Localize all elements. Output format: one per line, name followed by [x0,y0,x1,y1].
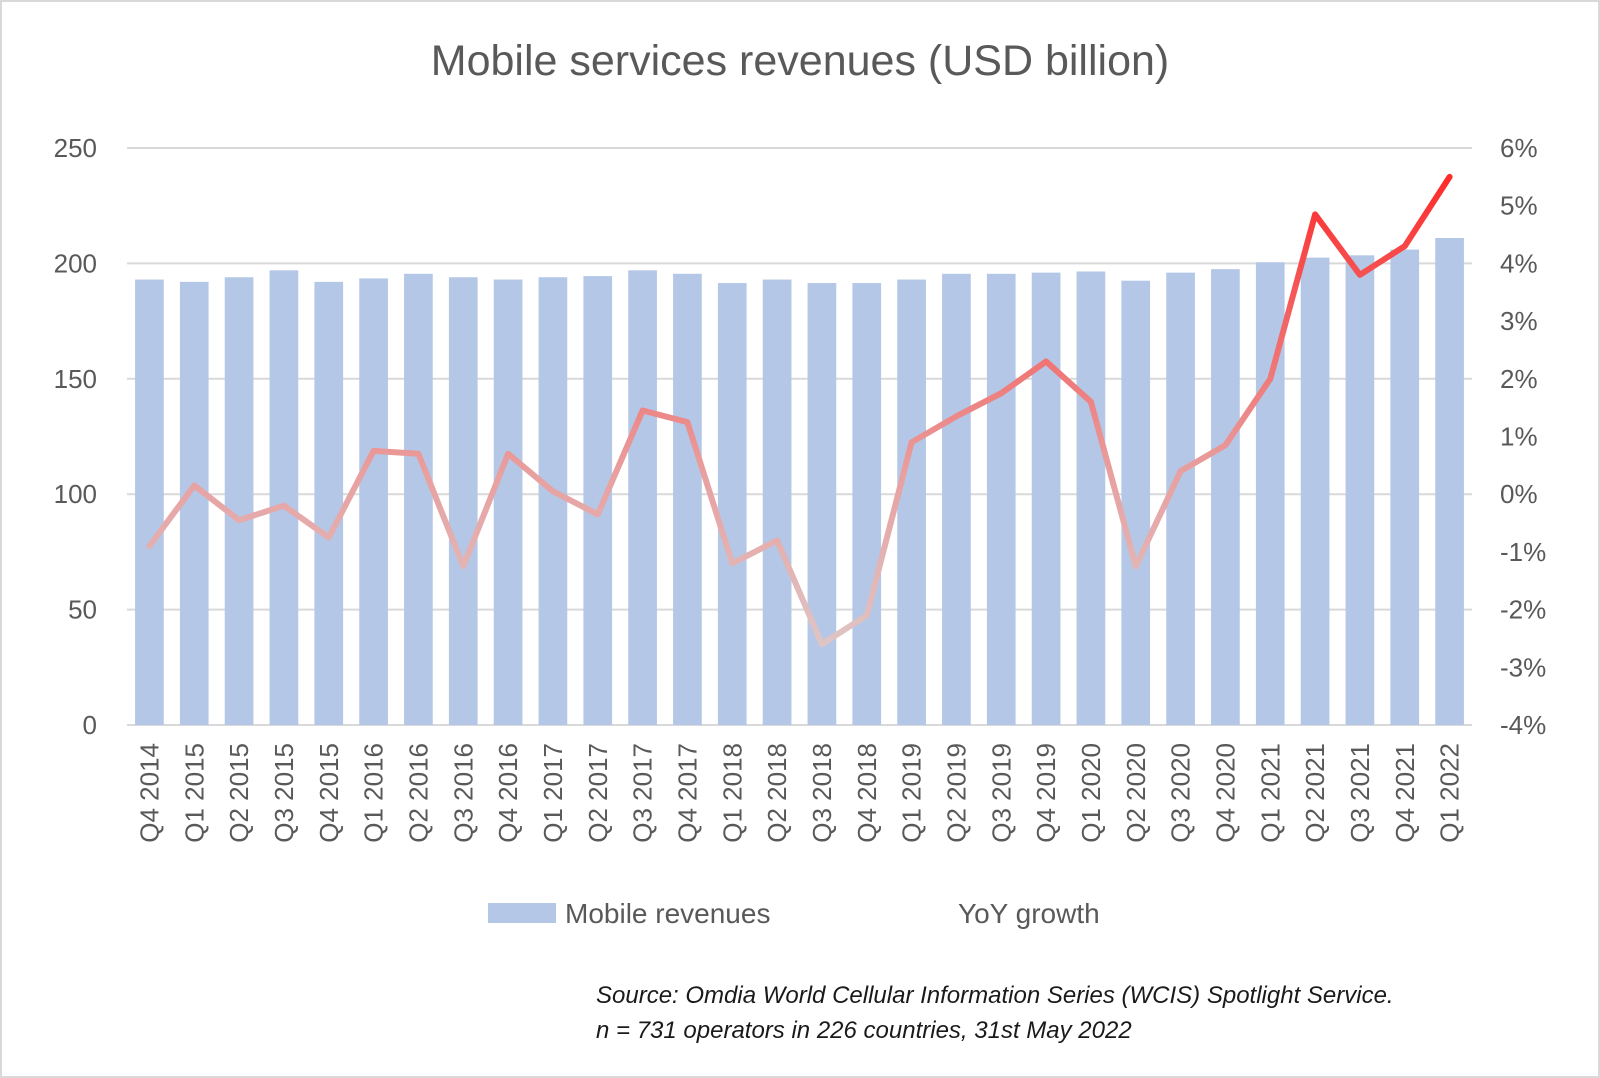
x-tick-label: Q3 2015 [269,743,299,843]
bar-mobile-revenues [852,283,882,725]
y-right-tick-label: -2% [1500,595,1546,625]
bar-mobile-revenues [135,279,164,725]
bar-mobile-revenues [762,279,792,725]
x-tick-label: Q4 2018 [852,743,882,843]
source-line-2: n = 731 operators in 226 countries, 31st… [596,1017,1132,1044]
x-tick-label: Q1 2019 [897,743,927,843]
bar-mobile-revenues [807,283,837,725]
y-left-tick-label: 150 [54,364,97,394]
x-tick-label: Q1 2021 [1255,743,1285,843]
y-right-tick-label: 3% [1500,306,1538,336]
bar-mobile-revenues [448,277,478,725]
x-tick-label: Q1 2018 [717,743,747,843]
bar-mobile-revenues [224,277,254,725]
bar-mobile-revenues [1166,272,1195,725]
x-tick-label: Q3 2019 [986,743,1016,843]
y-right-tick-label: 2% [1500,364,1538,394]
bar-mobile-revenues [1345,255,1375,725]
x-tick-label: Q2 2020 [1121,743,1151,843]
bar-mobile-revenues [673,273,702,725]
bar-mobile-revenues [269,270,299,725]
x-tick-label: Q3 2020 [1166,743,1196,843]
y-left-tick-label: 250 [54,133,97,163]
bar-mobile-revenues [1435,238,1464,725]
x-tick-label: Q4 2015 [314,743,344,843]
y-right-tick-label: 1% [1500,422,1538,452]
y-left-tick-label: 50 [68,595,97,625]
y-right-tick-label: -1% [1500,537,1546,567]
x-tick-label: Q2 2018 [762,743,792,843]
x-tick-label: Q2 2019 [941,743,971,843]
bar-mobile-revenues [717,283,747,725]
bar-mobile-revenues [1031,272,1061,725]
y-right-tick-label: -3% [1500,652,1546,682]
bar-mobile-revenues [493,279,523,725]
x-tick-label: Q1 2016 [359,743,389,843]
x-tick-label: Q3 2016 [448,743,478,843]
x-tick-label: Q4 2016 [493,743,523,843]
bar-mobile-revenues [1300,257,1330,725]
bar-mobile-revenues [628,270,657,725]
y-right-tick-label: 0% [1500,479,1538,509]
x-tick-label: Q4 2014 [134,743,164,843]
y-right-tick-label: 5% [1500,191,1538,221]
bar-mobile-revenues [1211,269,1240,725]
x-tick-label: Q2 2016 [403,743,433,843]
bar-mobile-revenues [538,277,568,725]
x-tick-label: Q2 2015 [224,743,254,843]
legend-swatch-mobile-revenues [488,903,556,923]
x-tick-label: Q4 2019 [1031,743,1061,843]
legend-label-mobile-revenues: Mobile revenues [565,898,770,929]
x-tick-label: Q1 2017 [538,743,568,843]
bar-mobile-revenues [942,273,971,725]
bar-mobile-revenues [583,276,613,725]
x-tick-label: Q1 2015 [179,743,209,843]
x-tick-label: Q4 2020 [1210,743,1240,843]
y-left-tick-label: 200 [54,248,97,278]
chart-title: Mobile services revenues (USD billion) [431,37,1169,85]
y-left-tick-label: 0 [83,710,97,740]
x-tick-label: Q3 2017 [628,743,658,843]
x-tick-label: Q3 2021 [1345,743,1375,843]
x-tick-label: Q1 2022 [1435,743,1465,843]
bar-mobile-revenues [314,281,344,725]
y-axis-left: 0 50 100 150 200 250 [54,133,97,740]
x-axis: Q4 2014 Q1 2015 Q2 2015 Q3 2015 Q4 2015 Q1 20… [134,743,1464,843]
bar-mobile-revenues [1121,280,1151,725]
x-tick-label: Q4 2021 [1390,743,1420,843]
y-right-tick-label: 4% [1500,248,1538,278]
x-tick-label: Q2 2017 [583,743,613,843]
x-tick-label: Q1 2020 [1076,743,1106,843]
bar-mobile-revenues [1390,249,1420,725]
bar-mobile-revenues [404,273,433,725]
source-line-1: Source: Omdia World Cellular Information… [596,982,1394,1009]
bar-mobile-revenues [359,278,388,725]
line-series [146,173,1453,648]
bar-mobile-revenues [897,279,926,725]
bar-mobile-revenues [986,273,1016,725]
line-yoy-growth [146,173,1453,648]
y-axis-right: -4% -3% -2% -1% 0% 1% 2% 3% 4% 5% 6% [1500,133,1546,740]
y-right-tick-label: -4% [1500,710,1546,740]
bar-mobile-revenues [1076,271,1106,725]
x-tick-label: Q4 2017 [672,743,702,843]
legend: Mobile revenues YoY growth [488,898,1100,929]
y-left-tick-label: 100 [54,479,97,509]
y-right-tick-label: 6% [1500,133,1538,163]
x-tick-label: Q2 2021 [1300,743,1330,843]
bar-series [135,238,1464,725]
legend-label-yoy-growth: YoY growth [958,898,1100,929]
x-tick-label: Q3 2018 [807,743,837,843]
